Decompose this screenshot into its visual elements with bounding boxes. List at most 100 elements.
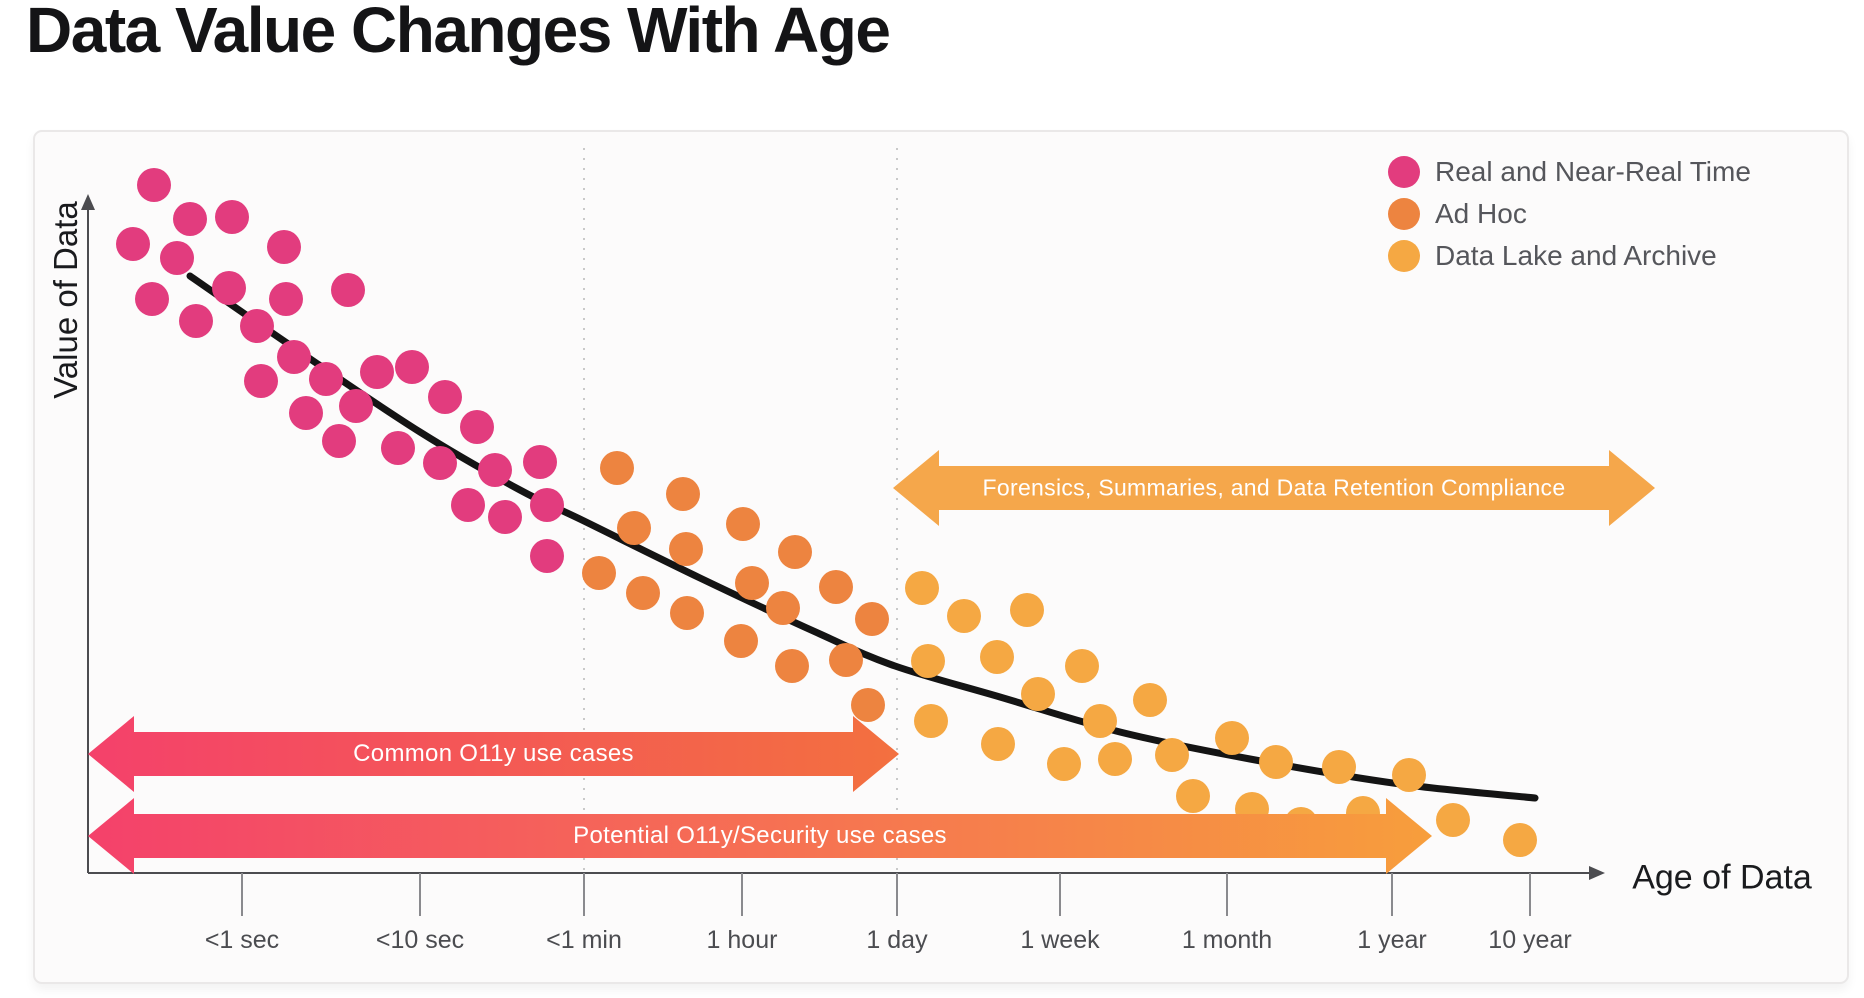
data-point-ad-hoc xyxy=(626,576,660,610)
data-point-real-and-near-real-time xyxy=(322,424,356,458)
data-point-data-lake-and-archive xyxy=(911,644,945,678)
data-point-real-and-near-real-time xyxy=(212,271,246,305)
x-tick-label: 10 year xyxy=(1488,926,1572,954)
data-point-data-lake-and-archive xyxy=(1392,758,1426,792)
common-o11y-arrow-label: Common O11y use cases xyxy=(353,740,634,767)
data-point-data-lake-and-archive xyxy=(914,704,948,738)
data-point-real-and-near-real-time xyxy=(381,431,415,465)
data-point-real-and-near-real-time xyxy=(428,380,462,414)
data-point-real-and-near-real-time xyxy=(530,539,564,573)
legend-label: Data Lake and Archive xyxy=(1435,240,1717,271)
data-point-ad-hoc xyxy=(735,566,769,600)
y-axis-title: Value of Data xyxy=(47,201,84,399)
x-tick-label: 1 month xyxy=(1181,926,1273,954)
data-point-real-and-near-real-time xyxy=(423,446,457,480)
data-point-data-lake-and-archive xyxy=(1021,677,1055,711)
common-o11y-arrow xyxy=(88,716,899,792)
x-tick-label: <10 sec xyxy=(375,926,465,954)
potential-o11y-arrow xyxy=(88,798,1432,874)
data-point-real-and-near-real-time xyxy=(277,340,311,374)
data-point-data-lake-and-archive xyxy=(947,599,981,633)
data-point-real-and-near-real-time xyxy=(160,241,194,275)
data-point-data-lake-and-archive xyxy=(1215,721,1249,755)
data-point-real-and-near-real-time xyxy=(240,309,274,343)
legend-item-ad-hoc: Ad Hoc xyxy=(1388,198,1751,230)
data-point-ad-hoc xyxy=(775,649,809,683)
forensics-arrow-label: Forensics, Summaries, and Data Retention… xyxy=(982,474,1566,501)
x-tick-label: <1 min xyxy=(546,926,622,954)
data-point-real-and-near-real-time xyxy=(116,227,150,261)
data-point-real-and-near-real-time xyxy=(331,273,365,307)
data-point-real-and-near-real-time xyxy=(269,282,303,316)
data-point-real-and-near-real-time xyxy=(244,364,278,398)
data-point-real-and-near-real-time xyxy=(360,355,394,389)
data-point-ad-hoc xyxy=(766,591,800,625)
legend-swatch-real-and-near-real-time xyxy=(1388,156,1420,188)
data-point-data-lake-and-archive xyxy=(1065,649,1099,683)
data-point-data-lake-and-archive xyxy=(1503,823,1537,857)
legend-item-real-and-near-real-time: Real and Near-Real Time xyxy=(1388,156,1751,188)
data-point-data-lake-and-archive xyxy=(1259,745,1293,779)
data-point-real-and-near-real-time xyxy=(179,304,213,338)
data-point-ad-hoc xyxy=(666,477,700,511)
data-point-ad-hoc xyxy=(778,535,812,569)
data-point-ad-hoc xyxy=(669,532,703,566)
data-point-data-lake-and-archive xyxy=(1047,747,1081,781)
data-point-real-and-near-real-time xyxy=(289,396,323,430)
forensics-arrow xyxy=(893,450,1655,526)
x-tick-label: 1 hour xyxy=(706,926,778,954)
data-point-real-and-near-real-time xyxy=(137,168,171,202)
data-point-real-and-near-real-time xyxy=(523,445,557,479)
x-tick-label: 1 day xyxy=(866,926,928,954)
page-title: Data Value Changes With Age xyxy=(26,0,891,66)
data-point-real-and-near-real-time xyxy=(460,410,494,444)
data-point-real-and-near-real-time xyxy=(395,350,429,384)
x-axis-arrowhead xyxy=(1589,866,1605,880)
data-point-real-and-near-real-time xyxy=(339,389,373,423)
data-point-ad-hoc xyxy=(819,570,853,604)
legend-label: Ad Hoc xyxy=(1435,198,1527,229)
data-point-real-and-near-real-time xyxy=(173,202,207,236)
data-point-real-and-near-real-time xyxy=(478,453,512,487)
data-point-real-and-near-real-time xyxy=(215,200,249,234)
legend: Real and Near-Real Time Ad Hoc Data Lake a… xyxy=(1388,156,1751,272)
data-point-data-lake-and-archive xyxy=(1083,704,1117,738)
x-axis-title: Age of Data xyxy=(1632,858,1812,897)
data-point-ad-hoc xyxy=(829,643,863,677)
legend-swatch-ad-hoc xyxy=(1388,198,1420,230)
data-point-real-and-near-real-time xyxy=(135,282,169,316)
potential-o11y-arrow-label: Potential O11y/Security use cases xyxy=(573,822,947,849)
data-point-data-lake-and-archive xyxy=(905,571,939,605)
data-point-real-and-near-real-time xyxy=(488,500,522,534)
data-point-data-lake-and-archive xyxy=(1098,742,1132,776)
data-point-ad-hoc xyxy=(617,511,651,545)
data-point-data-lake-and-archive xyxy=(1155,738,1189,772)
data-point-data-lake-and-archive xyxy=(981,727,1015,761)
data-point-real-and-near-real-time xyxy=(309,362,343,396)
x-tick-label: <1 sec xyxy=(204,926,280,954)
data-point-data-lake-and-archive xyxy=(1176,779,1210,813)
data-point-ad-hoc xyxy=(670,596,704,630)
x-tick-label: 1 year xyxy=(1357,926,1427,954)
data-point-real-and-near-real-time xyxy=(267,230,301,264)
y-axis-arrowhead xyxy=(81,194,95,210)
data-point-ad-hoc xyxy=(582,556,616,590)
data-point-real-and-near-real-time xyxy=(451,488,485,522)
data-point-ad-hoc xyxy=(724,624,758,658)
data-point-real-and-near-real-time xyxy=(530,488,564,522)
data-point-ad-hoc xyxy=(600,451,634,485)
legend-swatch-data-lake-and-archive xyxy=(1388,240,1420,272)
x-tick-label: 1 week xyxy=(1020,926,1100,954)
data-point-data-lake-and-archive xyxy=(1322,750,1356,784)
data-point-data-lake-and-archive xyxy=(1436,803,1470,837)
data-point-data-lake-and-archive xyxy=(980,640,1014,674)
legend-label: Real and Near-Real Time xyxy=(1435,156,1751,187)
data-point-ad-hoc xyxy=(851,688,885,722)
data-point-ad-hoc xyxy=(726,507,760,541)
data-point-data-lake-and-archive xyxy=(1010,593,1044,627)
legend-item-data-lake-and-archive: Data Lake and Archive xyxy=(1388,240,1751,272)
data-point-ad-hoc xyxy=(855,602,889,636)
data-point-data-lake-and-archive xyxy=(1133,683,1167,717)
